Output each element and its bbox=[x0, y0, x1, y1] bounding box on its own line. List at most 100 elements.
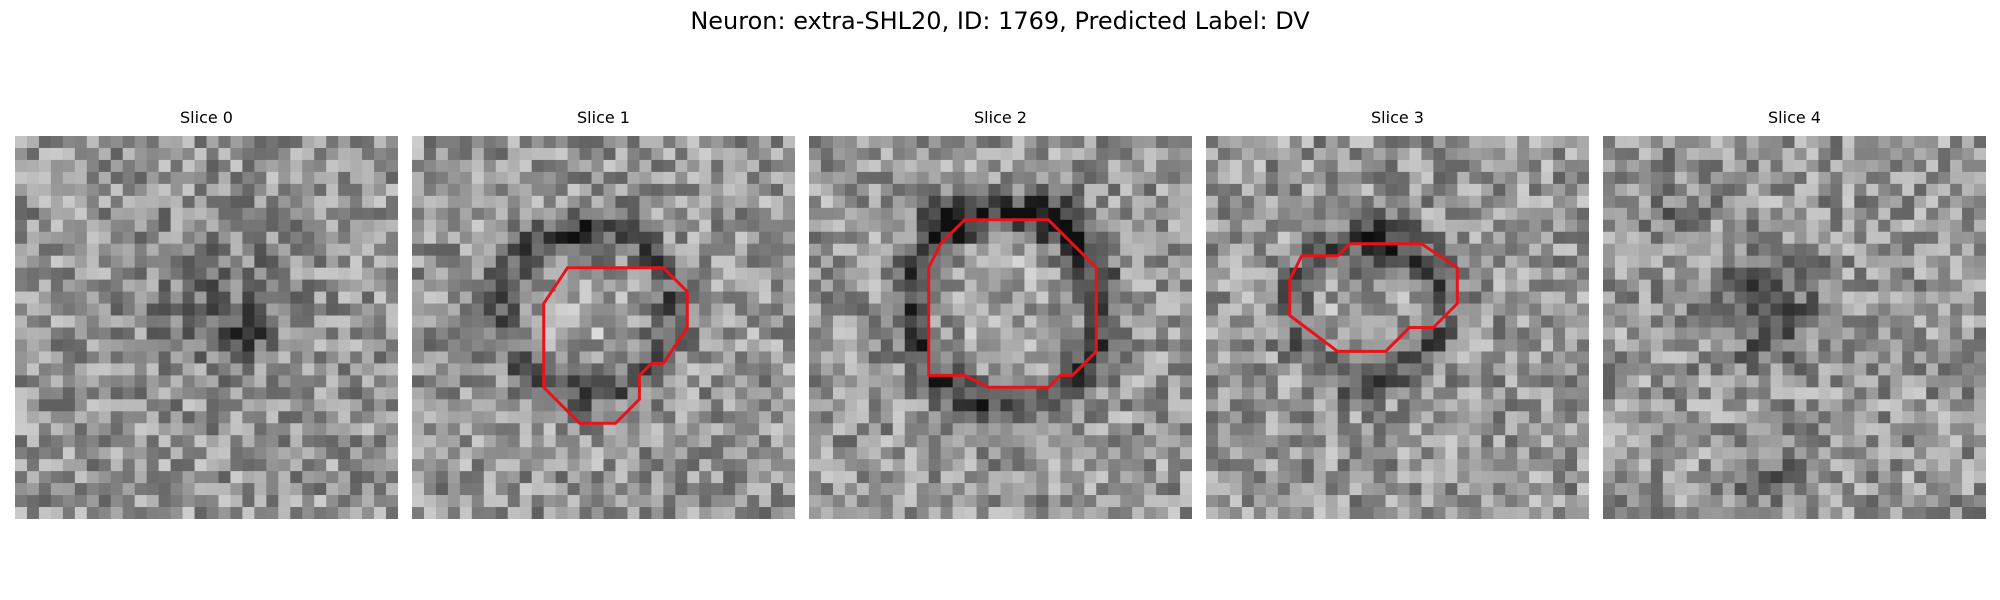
pixel-cell bbox=[1481, 495, 1494, 508]
pixel-cell bbox=[1096, 291, 1109, 305]
pixel-cell bbox=[1902, 399, 1915, 412]
pixel-cell bbox=[1385, 375, 1399, 388]
pixel-cell bbox=[158, 447, 172, 460]
pixel-cell bbox=[1902, 375, 1915, 388]
pixel-cell bbox=[1950, 195, 1963, 209]
pixel-cell bbox=[723, 411, 736, 424]
pixel-cell bbox=[1325, 171, 1339, 185]
pixel-cell bbox=[1890, 363, 1903, 376]
pixel-cell bbox=[1132, 279, 1145, 293]
pixel-cell bbox=[1289, 351, 1303, 365]
pixel-cell bbox=[194, 423, 208, 436]
pixel-cell bbox=[435, 339, 449, 353]
pixel-cell bbox=[1096, 219, 1109, 233]
pixel-cell bbox=[1529, 507, 1542, 519]
pixel-cell bbox=[254, 291, 267, 305]
pixel-cell bbox=[531, 255, 545, 269]
pixel-cell bbox=[820, 183, 834, 197]
pixel-cell bbox=[747, 351, 760, 365]
pixel-cell bbox=[1132, 495, 1145, 508]
pixel-cell bbox=[471, 159, 485, 173]
pixel-cell bbox=[182, 483, 196, 496]
pixel-cell bbox=[1577, 303, 1589, 317]
pixel-cell bbox=[495, 435, 509, 448]
pixel-cell bbox=[110, 495, 124, 508]
pixel-cell bbox=[809, 399, 822, 412]
pixel-cell bbox=[1577, 255, 1589, 269]
pixel-cell bbox=[374, 171, 387, 185]
pixel-cell bbox=[627, 136, 641, 149]
pixel-cell bbox=[435, 435, 449, 448]
pixel-cell bbox=[98, 159, 112, 173]
pixel-cell bbox=[771, 219, 784, 233]
pixel-cell bbox=[771, 279, 784, 293]
pixel-cell bbox=[1938, 447, 1951, 460]
pixel-cell bbox=[771, 351, 784, 365]
pixel-cell bbox=[26, 387, 40, 400]
pixel-cell bbox=[74, 159, 88, 173]
pixel-cell bbox=[1036, 195, 1049, 209]
pixel-cell bbox=[1541, 255, 1554, 269]
pixel-cell bbox=[302, 495, 315, 508]
pixel-cell bbox=[412, 471, 425, 484]
pixel-cell bbox=[471, 399, 485, 412]
pixel-cell bbox=[543, 471, 557, 484]
pixel-cell bbox=[771, 243, 784, 257]
pixel-cell bbox=[1614, 267, 1628, 281]
pixel-cell bbox=[603, 459, 617, 472]
pixel-cell bbox=[1529, 219, 1542, 233]
pixel-cell bbox=[1529, 483, 1542, 496]
pixel-cell bbox=[182, 255, 196, 269]
pixel-cell bbox=[1361, 423, 1375, 436]
pixel-cell bbox=[218, 351, 232, 365]
pixel-cell bbox=[254, 399, 267, 412]
pixel-cell bbox=[1385, 219, 1399, 233]
pixel-cell bbox=[988, 315, 1002, 329]
pixel-cell bbox=[723, 483, 736, 496]
pixel-cell bbox=[603, 231, 617, 245]
pixel-cell bbox=[62, 279, 76, 293]
pixel-cell bbox=[1746, 399, 1760, 412]
pixel-cell bbox=[483, 363, 497, 376]
pixel-cell bbox=[1337, 471, 1351, 484]
pixel-cell bbox=[1277, 507, 1291, 519]
pixel-cell bbox=[1565, 351, 1578, 365]
pixel-cell bbox=[1638, 219, 1652, 233]
pixel-cell bbox=[110, 435, 124, 448]
pixel-cell bbox=[1806, 459, 1820, 472]
pixel-cell bbox=[1084, 399, 1097, 412]
pixel-cell bbox=[1206, 291, 1219, 305]
pixel-cell bbox=[459, 255, 473, 269]
pixel-cell bbox=[1277, 339, 1291, 353]
pixel-cell bbox=[1000, 231, 1014, 245]
pixel-cell bbox=[134, 136, 148, 149]
pixel-cell bbox=[1421, 231, 1435, 245]
pixel-cell bbox=[1024, 399, 1038, 412]
pixel-cell bbox=[350, 231, 363, 245]
pixel-cell bbox=[1325, 447, 1339, 460]
pixel-cell bbox=[1662, 231, 1676, 245]
pixel-cell bbox=[531, 387, 545, 400]
pixel-cell bbox=[663, 435, 676, 448]
pixel-cell bbox=[1614, 315, 1628, 329]
pixel-cell bbox=[1024, 291, 1038, 305]
pixel-cell bbox=[1686, 231, 1700, 245]
pixel-cell bbox=[1132, 375, 1145, 388]
pixel-cell bbox=[302, 183, 315, 197]
pixel-cell bbox=[579, 495, 593, 508]
pixel-cell bbox=[1914, 171, 1927, 185]
pixel-cell bbox=[1096, 279, 1109, 293]
pixel-cell bbox=[1505, 159, 1518, 173]
pixel-cell bbox=[386, 363, 398, 376]
pixel-cell bbox=[1541, 136, 1554, 149]
pixel-cell bbox=[892, 363, 906, 376]
pixel-cell bbox=[1168, 159, 1181, 173]
pixel-cell bbox=[1902, 351, 1915, 365]
pixel-cell bbox=[639, 159, 652, 173]
pixel-cell bbox=[1938, 363, 1951, 376]
pixel-cell bbox=[1638, 303, 1652, 317]
pixel-cell bbox=[1241, 387, 1255, 400]
pixel-cell bbox=[1505, 136, 1518, 149]
pixel-cell bbox=[711, 279, 724, 293]
pixel-cell bbox=[1818, 291, 1832, 305]
